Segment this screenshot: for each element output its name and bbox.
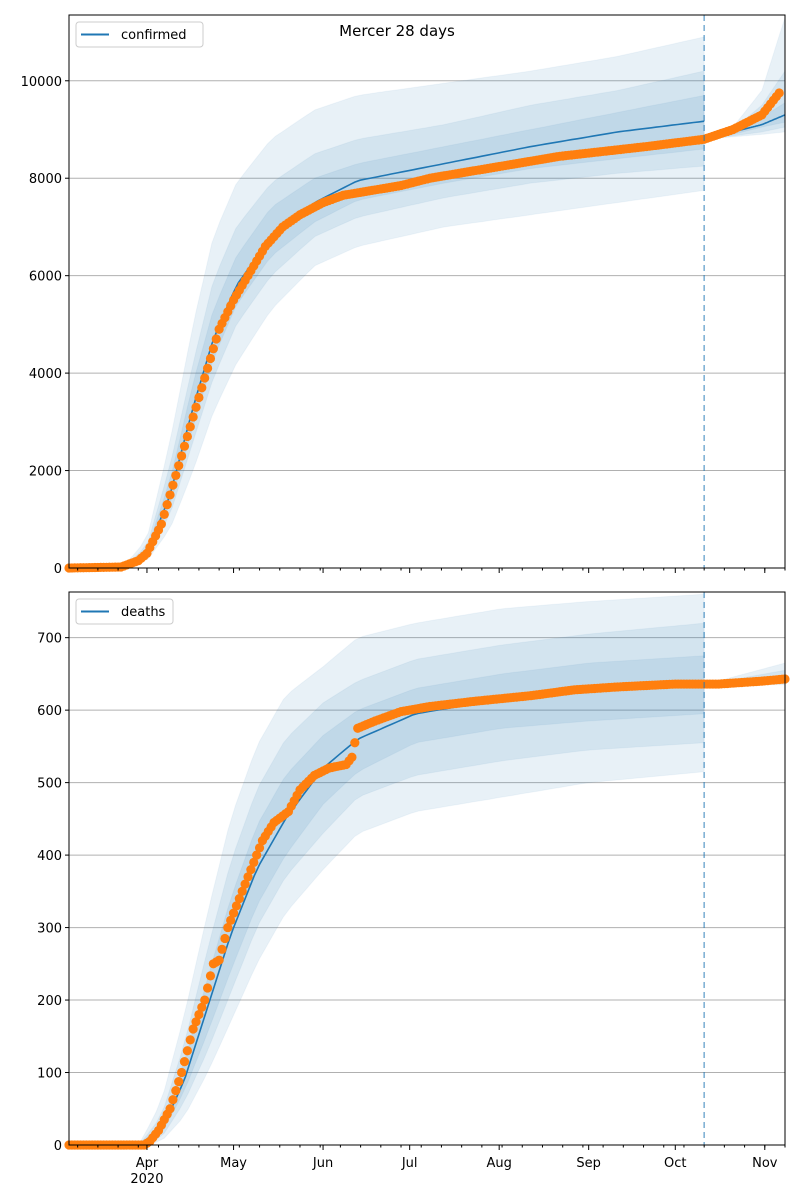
observed-point bbox=[231, 901, 242, 911]
y-tick-label: 4000 bbox=[29, 367, 62, 382]
y-tick-label: 100 bbox=[37, 1067, 62, 1082]
legend-label: deaths bbox=[121, 605, 166, 620]
x-tick-label: Aug bbox=[486, 1156, 511, 1171]
observed-point bbox=[208, 344, 218, 354]
y-tick-label: 200 bbox=[37, 994, 62, 1009]
observed-point bbox=[228, 908, 239, 918]
observed-point bbox=[191, 402, 201, 412]
observed-point bbox=[191, 1017, 201, 1027]
observed-point bbox=[179, 1057, 190, 1067]
observed-point bbox=[774, 88, 784, 98]
y-tick-label: 600 bbox=[37, 704, 62, 719]
y-tick-label: 0 bbox=[54, 562, 62, 577]
observed-point bbox=[174, 461, 184, 471]
observed-point bbox=[185, 422, 195, 432]
y-tick-label: 10000 bbox=[21, 75, 62, 90]
y-tick-label: 8000 bbox=[29, 172, 62, 187]
observed-point bbox=[168, 1095, 178, 1105]
observed-point bbox=[174, 1076, 184, 1087]
observed-point bbox=[202, 363, 213, 373]
y-tick-label: 300 bbox=[37, 922, 62, 937]
observed-point bbox=[194, 1009, 204, 1020]
observed-point bbox=[243, 872, 253, 882]
observed-point bbox=[185, 1035, 195, 1045]
legend-label: confirmed bbox=[121, 28, 187, 43]
observed-point bbox=[214, 955, 224, 965]
y-tick-label: 0 bbox=[54, 1139, 62, 1154]
observed-point bbox=[234, 893, 244, 904]
axes-frame bbox=[68, 591, 786, 1146]
x-tick-label: Apr bbox=[136, 1156, 159, 1171]
observed-point bbox=[182, 1046, 192, 1056]
legend-box bbox=[75, 598, 174, 625]
y-tick-label: 500 bbox=[37, 777, 62, 792]
x-tick-label: Jun bbox=[312, 1156, 333, 1171]
observed-point bbox=[171, 470, 181, 481]
observed-point bbox=[240, 879, 250, 889]
observed-point bbox=[179, 441, 190, 451]
y-tick-label: 700 bbox=[37, 632, 62, 647]
axes-frame bbox=[68, 14, 786, 569]
observed-point bbox=[254, 843, 265, 853]
observed-point bbox=[197, 1002, 207, 1012]
observed-point bbox=[176, 451, 187, 461]
observed-point bbox=[249, 857, 259, 867]
y-tick-label: 6000 bbox=[29, 270, 62, 285]
observed-point bbox=[347, 752, 357, 762]
observed-point bbox=[202, 983, 213, 993]
observed-point bbox=[211, 334, 221, 344]
x-tick-label: May bbox=[220, 1156, 247, 1171]
observed-point bbox=[205, 353, 216, 364]
observed-point bbox=[237, 886, 247, 896]
y-tick-label: 400 bbox=[37, 849, 62, 864]
observed-point bbox=[182, 431, 192, 442]
x-tick-label: Jul bbox=[401, 1156, 418, 1171]
observed-point bbox=[200, 373, 210, 383]
x-tick-label: Oct bbox=[664, 1156, 686, 1171]
observed-point bbox=[188, 412, 198, 422]
deaths-axes: 0 100 200 300 400 500 600 700 Apr May Jun Jul Aug Sep… bbox=[37, 591, 790, 1187]
observed-point bbox=[168, 480, 178, 490]
x-tick-label: Nov bbox=[752, 1156, 778, 1171]
observed-point bbox=[197, 383, 207, 393]
observed-point bbox=[171, 1086, 181, 1096]
observed-point bbox=[246, 864, 256, 875]
observed-point bbox=[156, 519, 166, 529]
observed-point bbox=[226, 915, 236, 925]
observed-point bbox=[188, 1024, 198, 1034]
observed-point bbox=[252, 850, 262, 860]
observed-point bbox=[205, 971, 216, 981]
observed-point bbox=[220, 933, 230, 944]
figure-title: Mercer 28 days bbox=[339, 22, 455, 40]
observed-point bbox=[176, 1067, 187, 1078]
legend-box bbox=[75, 21, 204, 48]
observed-point bbox=[200, 995, 210, 1005]
x-year-label: 2020 bbox=[130, 1172, 163, 1187]
observed-point bbox=[165, 490, 175, 500]
observed-point bbox=[217, 944, 227, 954]
y-tick-label: 2000 bbox=[29, 465, 62, 480]
observed-point bbox=[162, 500, 172, 510]
observed-point bbox=[223, 922, 233, 933]
observed-point bbox=[350, 738, 360, 748]
fit-band bbox=[68, 36, 705, 569]
observed-point bbox=[165, 1104, 175, 1114]
confirmed-axes: 0 2000 4000 6000 8000 10000 confirmed bbox=[21, 14, 786, 577]
observed-point bbox=[194, 392, 204, 403]
observed-point bbox=[159, 509, 169, 520]
x-tick-label: Sep bbox=[576, 1156, 601, 1171]
